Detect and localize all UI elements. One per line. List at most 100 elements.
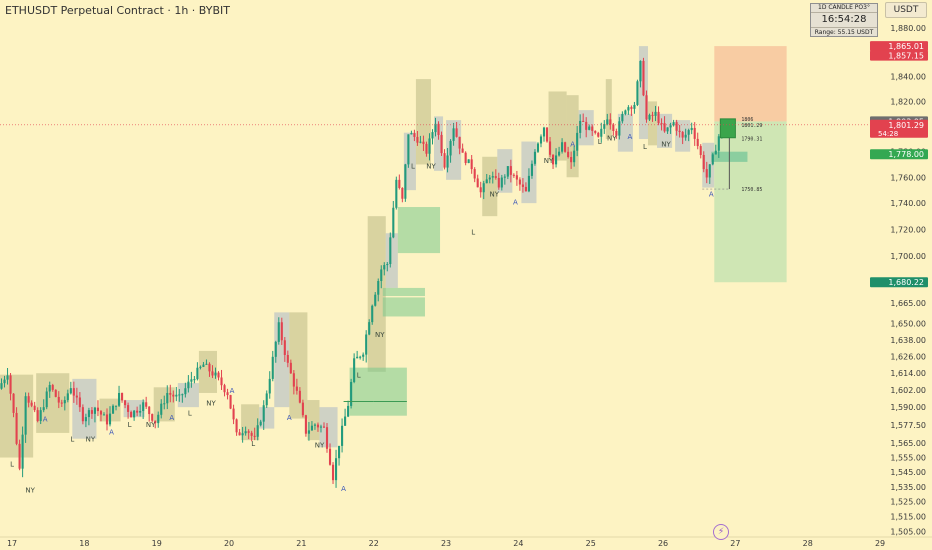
candle	[105, 408, 109, 431]
candle-body	[582, 120, 585, 122]
level-label: 1801.29	[741, 123, 762, 129]
candle	[410, 130, 413, 135]
candle	[307, 421, 310, 441]
fvg-zone	[397, 207, 441, 254]
candle	[488, 175, 491, 184]
level-label: 1806	[741, 117, 753, 123]
candle-body	[313, 424, 317, 426]
candle-body	[163, 403, 166, 405]
candle	[609, 113, 612, 130]
candle-body	[377, 280, 380, 295]
candle-body	[410, 133, 413, 135]
candle-body	[99, 411, 103, 415]
candle	[642, 57, 645, 97]
candle-body	[705, 169, 708, 178]
candle-body	[371, 305, 374, 323]
candle	[265, 390, 268, 408]
candle-body	[714, 150, 717, 155]
candle	[356, 350, 359, 359]
candle-body	[404, 164, 407, 199]
candle	[0, 378, 3, 390]
candle-body	[30, 402, 33, 406]
candle-body	[416, 136, 419, 143]
candle	[651, 111, 654, 122]
session-label: L	[411, 162, 415, 170]
candle	[30, 400, 33, 408]
candle-body	[36, 410, 39, 422]
candle	[368, 319, 371, 336]
candle-body	[127, 405, 130, 412]
candle-body	[347, 405, 350, 417]
candle-body	[256, 425, 259, 437]
candle-body	[33, 405, 36, 411]
candle	[24, 392, 27, 443]
candle	[518, 177, 521, 191]
candle-body	[681, 131, 684, 138]
session-label: A	[570, 141, 575, 149]
candle	[42, 399, 45, 413]
candle-body	[479, 187, 482, 193]
candle-body	[214, 372, 217, 376]
candle	[78, 392, 81, 412]
candle	[413, 129, 416, 142]
price-tag-bg	[870, 41, 928, 52]
session-label: NY	[86, 436, 96, 444]
candle-body	[316, 424, 320, 428]
price-axis-bg	[868, 0, 932, 550]
candle-body	[395, 179, 398, 208]
candle	[121, 392, 124, 403]
candle-body	[696, 138, 699, 147]
candle	[389, 232, 392, 268]
candle	[717, 134, 720, 158]
candle-body	[280, 322, 283, 341]
candle	[597, 131, 600, 138]
session-label: NY	[661, 141, 671, 149]
candle	[328, 443, 332, 466]
candle	[377, 278, 380, 302]
y-tick-label: 1,880.00	[890, 24, 926, 33]
candle-body	[359, 356, 362, 358]
candle	[289, 359, 292, 374]
candle	[72, 381, 75, 403]
candle	[45, 387, 48, 410]
candle	[139, 404, 142, 417]
candle	[338, 445, 341, 466]
candle-body	[259, 421, 262, 426]
y-tick-label: 1,700.00	[890, 252, 926, 261]
session-label: A	[109, 428, 114, 436]
candle	[627, 105, 630, 115]
fvg-zone	[382, 287, 425, 297]
candle	[558, 146, 561, 157]
candle	[606, 113, 609, 126]
candle	[124, 399, 127, 409]
candle	[648, 113, 651, 121]
candle-body	[229, 395, 232, 409]
candle-body	[521, 184, 524, 187]
currency-button[interactable]: USDT	[885, 2, 927, 18]
candle	[33, 401, 36, 413]
candle-body	[717, 136, 720, 151]
candle-body	[18, 443, 21, 469]
price-tag: 1,865.01	[870, 41, 928, 52]
candle	[127, 402, 130, 419]
candle-body	[542, 127, 546, 137]
candle-body	[63, 400, 66, 404]
candle-body	[253, 435, 256, 437]
candle-body	[247, 431, 250, 433]
lightning-icon[interactable]: ⚡	[713, 524, 729, 540]
candle-body	[693, 127, 696, 139]
candle-body	[555, 155, 558, 165]
x-tick-label: 25	[586, 539, 596, 548]
candle	[443, 149, 446, 170]
candle	[491, 171, 494, 184]
candle-body	[108, 413, 112, 425]
candle	[576, 126, 579, 157]
y-tick-label: 1,840.00	[890, 73, 926, 82]
y-tick-label: 1,720.00	[890, 225, 926, 234]
candle-body	[558, 151, 561, 156]
candle	[594, 130, 597, 135]
candle-body	[54, 389, 57, 397]
candle-body	[3, 379, 6, 384]
y-tick-label: 1,590.00	[890, 403, 926, 412]
